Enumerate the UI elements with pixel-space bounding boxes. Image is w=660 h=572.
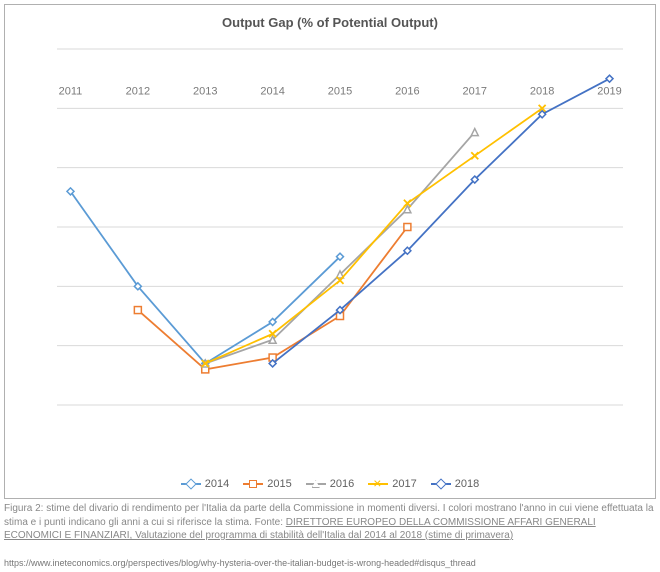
series-line-2014 (70, 191, 340, 363)
legend-item-2018: 2018 (431, 478, 479, 490)
svg-text:2011: 2011 (59, 85, 83, 97)
legend-label: 2016 (330, 478, 354, 490)
series-line-2018 (273, 79, 610, 364)
series-marker-2016 (471, 129, 478, 136)
series-line-2017 (205, 108, 542, 363)
svg-text:2012: 2012 (126, 85, 150, 97)
series-group (67, 75, 613, 373)
legend-item-2015: 2015 (243, 478, 291, 490)
svg-text:2014: 2014 (260, 85, 284, 97)
svg-text:2017: 2017 (463, 85, 487, 97)
svg-text:2019: 2019 (597, 85, 621, 97)
x-axis-labels: 2011 2012 2013 2014 2015 2016 2017 2018 2019 (59, 85, 622, 97)
legend-item-2014: 2014 (181, 478, 229, 490)
legend-swatch-icon (431, 483, 451, 485)
svg-text:2015: 2015 (328, 85, 352, 97)
source-url: https://www.ineteconomics.org/perspectiv… (4, 558, 476, 568)
legend: 2014 2015 2016 × 2017 2018 (5, 478, 655, 490)
legend-item-2017: × 2017 (368, 478, 416, 490)
series-marker-2015 (134, 307, 141, 314)
series-line-2016 (205, 132, 475, 363)
legend-label: 2018 (455, 478, 479, 490)
svg-text:2013: 2013 (193, 85, 217, 97)
series-marker-2017 (471, 152, 478, 159)
gridlines (57, 49, 623, 405)
svg-text:2018: 2018 (530, 85, 554, 97)
legend-label: 2017 (392, 478, 416, 490)
legend-swatch-icon: × (368, 483, 388, 485)
chart-plot: 10-1-2-3-4-5 201120122013201420152016201… (49, 45, 643, 445)
legend-swatch-icon (181, 483, 201, 485)
chart-title: Output Gap (% of Potential Output) (5, 5, 655, 30)
legend-label: 2015 (267, 478, 291, 490)
legend-swatch-icon (306, 483, 326, 485)
chart-container: Output Gap (% of Potential Output) 10-1-… (4, 4, 656, 499)
series-marker-2018 (606, 75, 613, 82)
figure-caption: Figura 2: stime del divario di rendiment… (4, 502, 656, 543)
svg-text:2016: 2016 (395, 85, 419, 97)
legend-swatch-icon (243, 483, 263, 485)
legend-label: 2014 (205, 478, 229, 490)
legend-item-2016: 2016 (306, 478, 354, 490)
series-marker-2015 (404, 224, 411, 231)
